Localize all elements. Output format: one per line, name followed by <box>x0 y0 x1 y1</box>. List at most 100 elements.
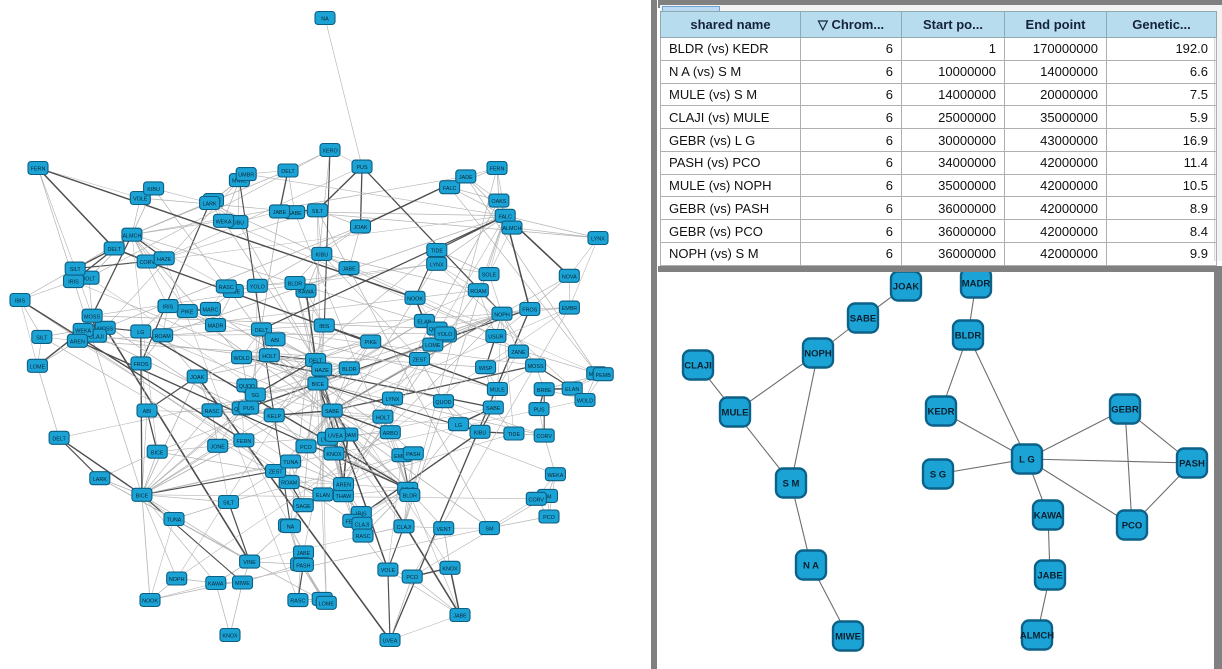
svg-text:OAKS: OAKS <box>491 199 506 205</box>
svg-text:VOLE: VOLE <box>133 197 148 203</box>
svg-text:NA: NA <box>287 525 295 531</box>
svg-text:JOAK: JOAK <box>353 225 367 231</box>
svg-text:SG: SG <box>251 393 259 399</box>
svg-text:WOLD: WOLD <box>577 399 593 405</box>
svg-text:LG: LG <box>137 330 144 336</box>
svg-text:CLAJI: CLAJI <box>684 361 711 372</box>
svg-text:KAWA: KAWA <box>1034 511 1063 522</box>
svg-text:MOSS: MOSS <box>528 364 544 370</box>
svg-text:PIKE: PIKE <box>181 310 194 316</box>
svg-text:FERN: FERN <box>31 167 46 173</box>
svg-text:LOME: LOME <box>425 343 441 349</box>
svg-text:WEKA: WEKA <box>216 219 232 225</box>
svg-text:HAZE: HAZE <box>315 368 330 374</box>
svg-text:IRIS: IRIS <box>68 280 79 286</box>
svg-text:JOLT: JOLT <box>83 276 96 282</box>
svg-text:SILT: SILT <box>312 209 324 215</box>
svg-text:TUNA: TUNA <box>167 518 182 524</box>
svg-text:ELAN: ELAN <box>316 493 330 499</box>
svg-text:FALC: FALC <box>498 214 512 220</box>
svg-text:MIWE: MIWE <box>235 581 250 587</box>
svg-text:PASH: PASH <box>296 564 310 570</box>
svg-text:SAGE: SAGE <box>296 504 311 510</box>
svg-text:VINE: VINE <box>243 560 256 566</box>
svg-text:LOME: LOME <box>30 364 46 370</box>
svg-text:LARK: LARK <box>93 477 107 483</box>
svg-text:BLDR: BLDR <box>342 367 356 373</box>
svg-text:XERO: XERO <box>322 149 337 155</box>
svg-text:MIWE: MIWE <box>835 632 861 643</box>
svg-text:RASC: RASC <box>290 599 305 605</box>
svg-text:KIBU: KIBU <box>316 253 329 259</box>
svg-text:NOVA: NOVA <box>562 274 577 280</box>
svg-text:ROAM: ROAM <box>155 334 172 340</box>
svg-text:FERN: FERN <box>490 167 505 173</box>
svg-text:UVEA: UVEA <box>383 639 398 645</box>
svg-text:RASC: RASC <box>356 534 371 540</box>
svg-text:FALC: FALC <box>443 186 457 192</box>
svg-text:CORV: CORV <box>139 260 155 266</box>
svg-text:JABE: JABE <box>297 551 311 557</box>
svg-text:YOLO: YOLO <box>250 284 265 290</box>
svg-text:LARK: LARK <box>203 202 217 208</box>
svg-text:BICE: BICE <box>136 493 149 499</box>
svg-text:FROS: FROS <box>134 362 149 368</box>
svg-text:HOLT: HOLT <box>376 415 391 421</box>
svg-text:MULE: MULE <box>722 408 749 419</box>
svg-text:VOLE: VOLE <box>381 568 396 574</box>
svg-text:BLDR: BLDR <box>403 494 417 500</box>
svg-text:PCO: PCO <box>543 515 555 521</box>
svg-text:IBIS: IBIS <box>15 299 26 305</box>
svg-text:HOLT: HOLT <box>262 354 277 360</box>
svg-text:NOPH: NOPH <box>494 312 510 318</box>
svg-text:LOME: LOME <box>319 601 335 607</box>
svg-text:EMBR: EMBR <box>562 306 578 312</box>
svg-text:ABI: ABI <box>271 338 280 344</box>
svg-text:WOLD: WOLD <box>234 356 250 362</box>
svg-text:GEBR: GEBR <box>1111 405 1139 416</box>
svg-text:TUNA: TUNA <box>283 460 298 466</box>
svg-text:ALMCH: ALMCH <box>122 233 141 239</box>
svg-text:SILT: SILT <box>223 501 235 507</box>
svg-text:ALMCH: ALMCH <box>502 226 521 232</box>
svg-text:JABE: JABE <box>273 210 287 216</box>
svg-text:KAWA: KAWA <box>298 289 314 295</box>
svg-text:WEKA: WEKA <box>547 473 563 479</box>
svg-text:ROAM: ROAM <box>281 481 298 487</box>
svg-text:KELP: KELP <box>267 414 281 420</box>
svg-text:KIBU: KIBU <box>147 187 160 193</box>
svg-text:ROAM: ROAM <box>470 289 487 295</box>
svg-text:ABI: ABI <box>143 409 152 415</box>
svg-text:FROS: FROS <box>522 308 537 314</box>
svg-text:VENT: VENT <box>437 527 452 533</box>
svg-text:IBIS: IBIS <box>319 324 330 330</box>
svg-text:PUS: PUS <box>243 406 254 412</box>
svg-text:SABE: SABE <box>325 409 340 415</box>
svg-text:ARBO: ARBO <box>383 431 398 437</box>
svg-text:UMBR: UMBR <box>238 173 254 179</box>
svg-text:NOPH: NOPH <box>804 349 832 360</box>
svg-text:BLDR: BLDR <box>955 331 982 342</box>
svg-text:UVEA: UVEA <box>328 434 343 440</box>
svg-text:LYNX: LYNX <box>430 262 444 268</box>
svg-text:NOOK: NOOK <box>142 599 158 605</box>
svg-text:KAWA: KAWA <box>208 582 224 588</box>
svg-text:CORV: CORV <box>536 434 552 440</box>
svg-text:MULE: MULE <box>490 388 505 394</box>
svg-text:JOAK: JOAK <box>190 375 204 381</box>
svg-text:PCO: PCO <box>406 575 418 581</box>
svg-text:LG: LG <box>455 423 462 429</box>
svg-text:SABE: SABE <box>850 314 876 325</box>
svg-text:QUOD: QUOD <box>435 400 451 406</box>
svg-text:TIDE: TIDE <box>508 432 521 438</box>
svg-text:KNOX: KNOX <box>326 452 342 458</box>
svg-text:PCO: PCO <box>300 445 312 451</box>
svg-text:YOLO: YOLO <box>437 332 452 338</box>
svg-text:LYNX: LYNX <box>386 397 400 403</box>
svg-text:SILT: SILT <box>36 336 48 342</box>
svg-text:N A: N A <box>803 561 819 572</box>
svg-text:KNOX: KNOX <box>442 566 458 572</box>
svg-text:PEMB: PEMB <box>596 373 612 379</box>
svg-text:MARC: MARC <box>202 308 218 314</box>
svg-text:BICE: BICE <box>312 382 325 388</box>
